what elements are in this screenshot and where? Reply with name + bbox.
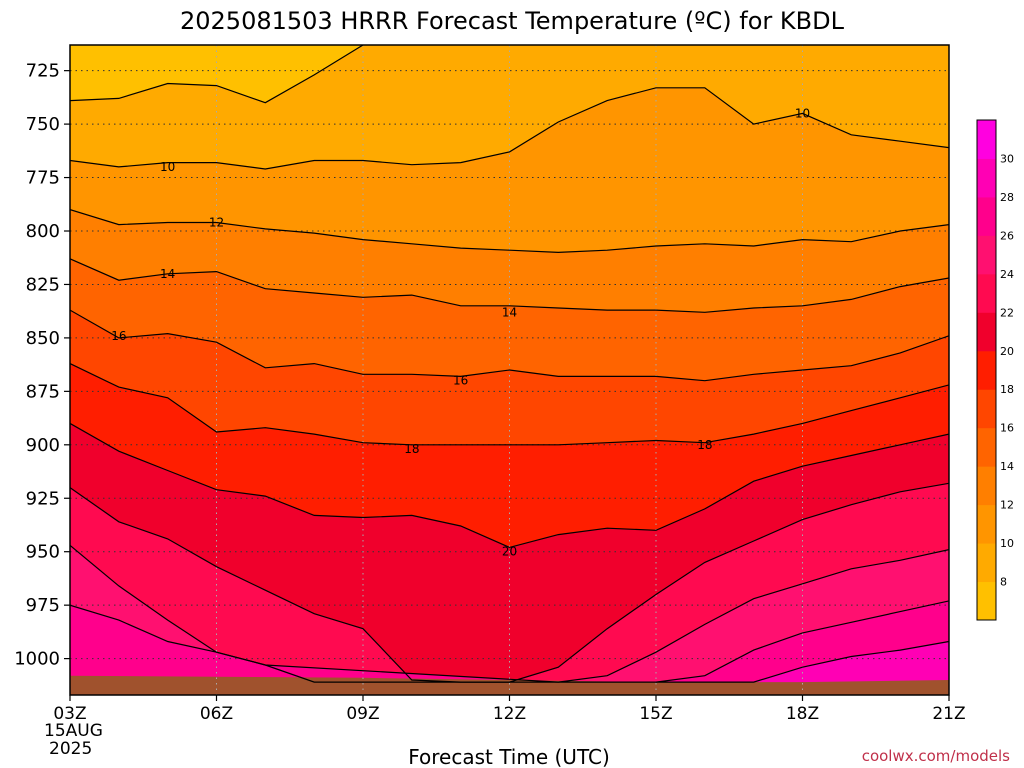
colorbar-tick-label: 14 (1000, 460, 1014, 473)
isotherm-lines (70, 45, 949, 683)
colorbar-swatch (977, 389, 996, 429)
y-tick-label: 875 (26, 381, 60, 402)
colorbar-swatch (977, 120, 996, 159)
colorbar-swatch (977, 504, 996, 544)
x-tick-label: 15Z (639, 704, 672, 724)
y-tick-label: 825 (26, 274, 60, 295)
date-day-label: 15AUG (44, 721, 103, 741)
contour-label-10: 10 (795, 106, 810, 120)
contour-label-14: 14 (160, 267, 175, 281)
x-axis-date: 15AUG 2025 (44, 721, 103, 759)
isotherm-16 (70, 309, 949, 382)
colorbar-swatch (977, 427, 996, 467)
isotherm-24 (70, 544, 949, 683)
x-tick-label: 21Z (932, 704, 965, 724)
colorbar-swatch (977, 543, 996, 583)
temperature-band-above-24 (70, 545, 949, 695)
y-tick-label: 850 (26, 328, 60, 349)
y-tick-label: 725 (26, 61, 60, 82)
colorbar-tick-label: 12 (1000, 499, 1014, 512)
y-tick-label: 900 (26, 435, 60, 456)
isotherm-14 (70, 258, 949, 313)
colorbar-tick-label: 16 (1000, 422, 1014, 435)
colorbar-swatch (977, 581, 996, 621)
colorbar-swatch (977, 196, 996, 236)
isotherm-10 (70, 87, 949, 170)
colorbar-tick-label: 30 (1000, 152, 1014, 165)
x-axis: 03Z 06Z 09Z 12Z 15Z 18Z 21Z (53, 695, 966, 724)
x-tick-label: 12Z (493, 704, 526, 724)
colorbar-tick-label: 8 (1000, 576, 1007, 589)
y-tick-label: 950 (26, 542, 60, 563)
credit-text: coolwx.com/models (862, 747, 1010, 765)
colorbar-tick-label: 10 (1000, 537, 1014, 550)
y-tick-label: 800 (26, 221, 60, 242)
y-tick-label: 750 (26, 114, 60, 135)
colorbar-frame (976, 119, 997, 621)
colorbar-swatch (977, 273, 996, 313)
contour-label-18: 18 (404, 442, 419, 456)
x-tick-label: 06Z (200, 704, 233, 724)
isotherm-18 (70, 363, 949, 446)
colorbar-swatch (977, 158, 996, 198)
x-tick-label: 03Z (53, 704, 86, 724)
ground-surface (70, 675, 949, 695)
colorbar-swatch (977, 312, 996, 352)
temperature-band-above-26 (70, 600, 949, 695)
colorbar-tick-label: 26 (1000, 229, 1014, 242)
y-tick-label: 1000 (14, 649, 60, 670)
isotherm-20 (70, 422, 949, 549)
isotherm-12 (70, 209, 949, 254)
contour-label-14: 14 (502, 305, 517, 319)
ground-surface-layer (70, 675, 949, 695)
x-tick-label: 18Z (786, 704, 819, 724)
contour-label-18: 18 (697, 438, 712, 452)
colorbar-swatch (977, 350, 996, 390)
colorbar-tick-label: 24 (1000, 268, 1014, 281)
isotherm-26 (70, 600, 949, 683)
colorbar-legend: 8 10 12 14 16 18 20 22 24 26 28 30 (976, 119, 1014, 621)
date-year-label: 2025 (49, 739, 92, 759)
x-tick-label: 09Z (346, 704, 379, 724)
y-tick-label: 775 (26, 168, 60, 189)
y-axis: 725 750 775 800 825 850 875 900 925 950 975 1000 (14, 61, 70, 670)
x-axis-title: Forecast Time (UTC) (408, 745, 610, 768)
contour-label-16: 16 (111, 329, 126, 343)
colorbar-tick-label: 20 (1000, 345, 1014, 358)
contour-labels: 10 10 12 14 14 16 16 18 18 20 (111, 106, 810, 558)
y-tick-label: 925 (26, 488, 60, 509)
contour-label-10: 10 (160, 160, 175, 174)
colorbar-tick-label: 28 (1000, 191, 1014, 204)
temperature-band-above-28 (325, 641, 949, 695)
isotherm-8 (70, 45, 364, 104)
colorbar-swatch (977, 235, 996, 275)
contour-label-16: 16 (453, 374, 468, 388)
contour-label-12: 12 (209, 215, 224, 229)
chart-title: 2025081503 HRRR Forecast Temperature (ºC… (180, 7, 845, 35)
colorbar-tick-label: 18 (1000, 383, 1014, 396)
colorbar-swatch (977, 466, 996, 506)
contour-label-20: 20 (502, 545, 517, 559)
colorbar-tick-label: 22 (1000, 306, 1014, 319)
y-tick-label: 975 (26, 595, 60, 616)
isotherm-28 (656, 640, 949, 683)
